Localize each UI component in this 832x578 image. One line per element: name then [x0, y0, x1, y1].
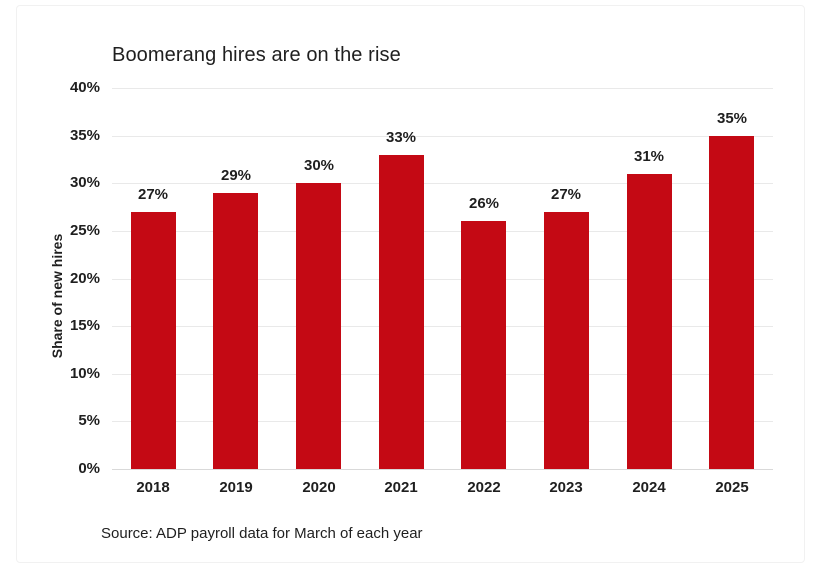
x-tick-label: 2018 — [136, 479, 170, 496]
y-tick-label: 20% — [69, 270, 100, 287]
x-tick-label: 2025 — [715, 479, 749, 496]
y-tick-label: 15% — [69, 317, 100, 334]
y-tick-label: 30% — [69, 174, 100, 191]
gridline — [112, 88, 773, 89]
bar — [461, 221, 506, 469]
gridline — [112, 326, 773, 327]
bar-value-label: 30% — [303, 157, 335, 174]
y-axis-title: Share of new hires — [49, 233, 65, 359]
y-tick-label: 10% — [69, 365, 100, 382]
bar — [213, 193, 258, 469]
y-tick-label: 25% — [69, 222, 100, 239]
bar-value-label: 35% — [716, 110, 748, 127]
source-note: Source: ADP payroll data for March of ea… — [101, 525, 423, 542]
x-tick-label: 2020 — [302, 479, 336, 496]
bar — [709, 136, 754, 469]
gridline — [112, 374, 773, 375]
bar-value-label: 26% — [468, 195, 500, 212]
bar — [544, 212, 589, 469]
x-tick-label: 2021 — [384, 479, 418, 496]
bar-value-label: 29% — [220, 167, 252, 184]
x-tick-label: 2023 — [549, 479, 583, 496]
bar-value-label: 33% — [385, 129, 417, 146]
y-tick-label: 5% — [78, 412, 100, 429]
x-tick-label: 2019 — [219, 479, 253, 496]
bar — [627, 174, 672, 469]
bar-value-label: 27% — [550, 186, 582, 203]
gridline — [112, 136, 773, 137]
gridline — [112, 279, 773, 280]
x-tick-label: 2022 — [467, 479, 501, 496]
bar — [131, 212, 176, 469]
y-tick-label: 40% — [69, 79, 100, 96]
chart-title: Boomerang hires are on the rise — [112, 44, 401, 66]
bar-value-label: 27% — [137, 186, 169, 203]
y-tick-label: 35% — [69, 127, 100, 144]
plot-area: 40% 35% 30% 25% 20% 15% 10% 5% 0% 27% 2018 29% 2019 3… — [70, 79, 773, 496]
bar — [296, 183, 341, 469]
x-tick-label: 2024 — [632, 479, 666, 496]
bar — [379, 155, 424, 469]
y-tick-label: 0% — [78, 460, 100, 477]
x-axis-line — [112, 469, 773, 470]
bar-value-label: 31% — [633, 148, 665, 165]
gridline — [112, 231, 773, 232]
gridline — [112, 421, 773, 422]
gridline — [112, 183, 773, 184]
